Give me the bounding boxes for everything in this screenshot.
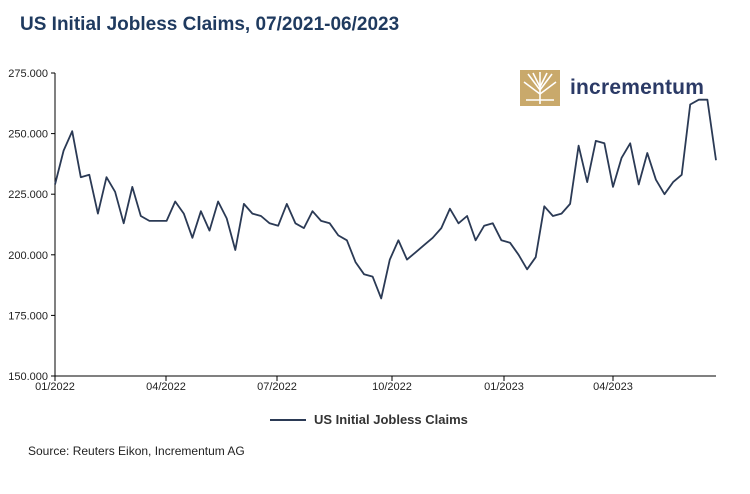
x-tick-label: 10/2022 — [372, 381, 412, 393]
chart-axes — [54, 73, 716, 377]
x-tick-label: 01/2022 — [35, 381, 75, 393]
y-tick-label: 250.000 — [8, 129, 48, 141]
y-tick-label: 150.000 — [8, 371, 48, 383]
y-tick-label: 200.000 — [8, 250, 48, 262]
x-axis-ticks: 01/2022 04/2022 07/2022 10/2022 01/2023 04/20… — [35, 376, 633, 393]
tree-logo-icon — [520, 70, 560, 106]
incrementum-logo: incrementum — [520, 70, 710, 110]
series-line — [54, 98, 717, 300]
y-axis-ticks: 275.000 250.000 225.000 200.000 175.000 150.0… — [8, 68, 55, 383]
legend-swatch — [270, 418, 306, 421]
series-group — [54, 98, 717, 300]
x-tick-label: 01/2023 — [484, 381, 524, 393]
y-tick-label: 175.000 — [8, 310, 48, 322]
x-tick-label: 07/2022 — [257, 381, 297, 393]
y-tick-label: 275.000 — [8, 68, 48, 80]
x-tick-label: 04/2023 — [593, 381, 633, 393]
source-note: Source: Reuters Eikon, Incrementum AG — [28, 444, 245, 458]
chart-legend: US Initial Jobless Claims — [270, 412, 468, 427]
x-tick-label: 04/2022 — [146, 381, 186, 393]
logo-text: incrementum — [570, 76, 705, 99]
legend-label: US Initial Jobless Claims — [314, 412, 468, 427]
page-title: US Initial Jobless Claims, 07/2021-06/20… — [20, 14, 400, 35]
y-tick-label: 225.000 — [8, 189, 48, 201]
